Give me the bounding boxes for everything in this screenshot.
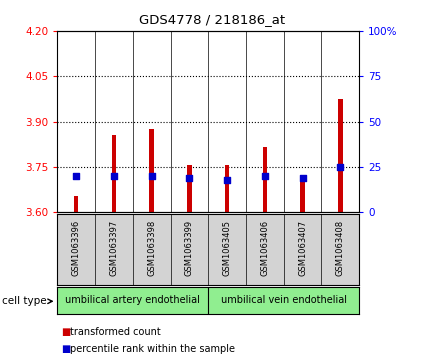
Text: GSM1063399: GSM1063399 [185, 220, 194, 276]
Text: GDS4778 / 218186_at: GDS4778 / 218186_at [139, 13, 286, 26]
Bar [74, 196, 79, 212]
Text: GSM1063408: GSM1063408 [336, 220, 345, 276]
Text: transformed count: transformed count [70, 327, 161, 337]
Point [337, 164, 344, 170]
Bar [187, 166, 192, 212]
Text: cell type: cell type [2, 296, 47, 306]
Text: GSM1063406: GSM1063406 [261, 220, 269, 276]
Text: GSM1063398: GSM1063398 [147, 220, 156, 276]
Point [261, 173, 268, 179]
Point [186, 175, 193, 181]
Text: GSM1063397: GSM1063397 [110, 220, 119, 276]
Point [73, 173, 79, 179]
Point [148, 173, 155, 179]
Bar [112, 135, 116, 212]
Text: umbilical artery endothelial: umbilical artery endothelial [65, 295, 200, 305]
Text: umbilical vein endothelial: umbilical vein endothelial [221, 295, 347, 305]
Text: ■: ■ [62, 327, 71, 337]
Point [224, 177, 230, 183]
Bar [300, 180, 305, 212]
Text: GSM1063396: GSM1063396 [72, 220, 81, 276]
Text: percentile rank within the sample: percentile rank within the sample [70, 344, 235, 354]
Bar [263, 147, 267, 212]
Bar [338, 99, 343, 212]
Point [299, 175, 306, 181]
Point [110, 173, 117, 179]
Text: GSM1063407: GSM1063407 [298, 220, 307, 276]
Bar [150, 129, 154, 212]
Bar [225, 166, 230, 212]
Text: ■: ■ [62, 344, 71, 354]
Text: GSM1063405: GSM1063405 [223, 220, 232, 276]
